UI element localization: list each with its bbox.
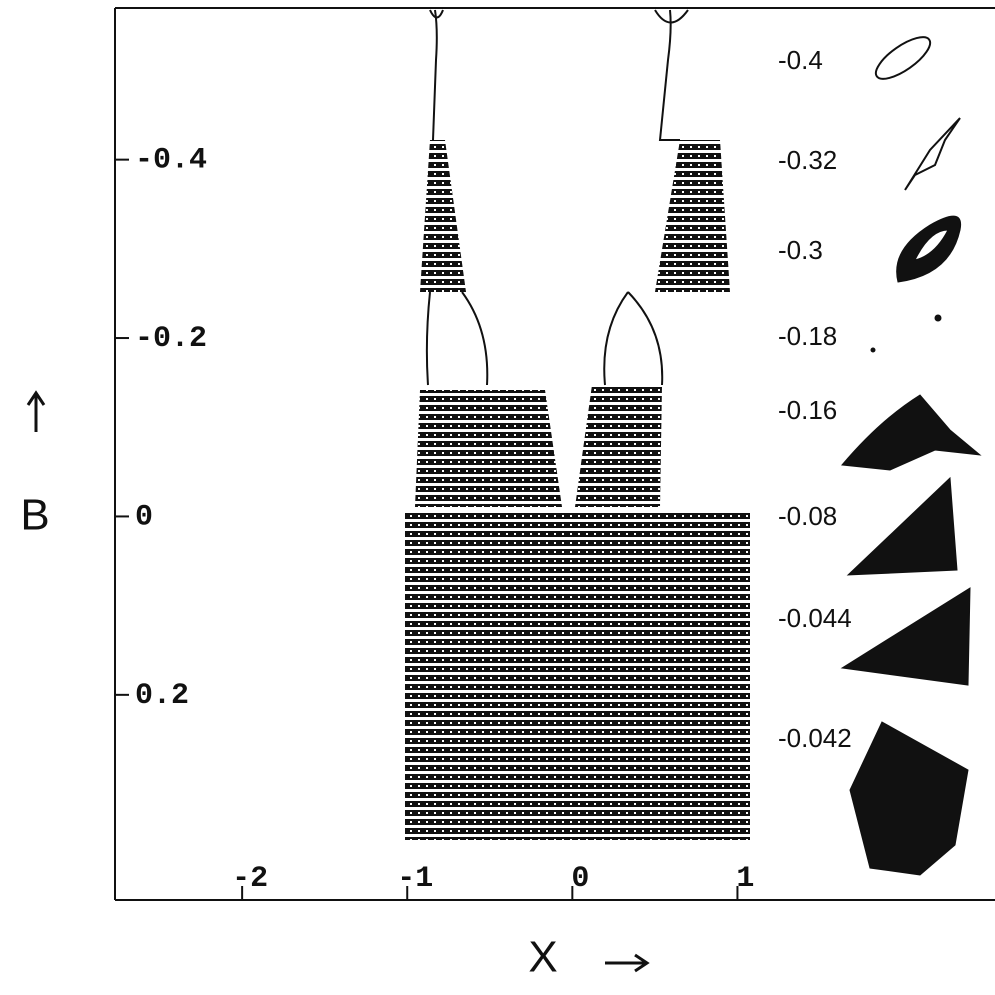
inset-shapes (840, 36, 982, 876)
y-tick-label: 0.2 (135, 679, 189, 713)
x-tick-label: 0 (571, 862, 589, 896)
chaotic-region (415, 390, 562, 507)
inset-label: -0.18 (778, 321, 837, 351)
y-axis-arrow (26, 390, 46, 432)
inset-label: -0.4 (778, 45, 823, 75)
chaotic-region (655, 140, 730, 292)
inset-label: -0.16 (778, 395, 837, 425)
inset-label: -0.32 (778, 145, 837, 175)
x-axis-arrow (605, 953, 650, 973)
x-tick-label: 1 (736, 862, 754, 896)
inset-label: -0.044 (778, 603, 852, 633)
y-tick-label: -0.4 (135, 144, 207, 178)
y-tick-label: 0 (135, 500, 153, 534)
frame (114, 7, 995, 901)
chaotic-region (405, 510, 750, 840)
bifurcation-regions (405, 9, 750, 840)
x-tick-label: -2 (232, 862, 268, 896)
inset-label: -0.08 (778, 501, 837, 531)
chaotic-region (420, 140, 466, 292)
inset-label: -0.042 (778, 723, 852, 753)
inset-label: -0.3 (778, 235, 823, 265)
periodic-branches (425, 9, 689, 386)
y-axis-title: B (20, 491, 49, 540)
x-tick-label: -1 (397, 862, 433, 896)
x-axis-title: X (528, 933, 557, 982)
y-tick-label: -0.2 (135, 322, 207, 356)
chaotic-region (575, 385, 662, 507)
